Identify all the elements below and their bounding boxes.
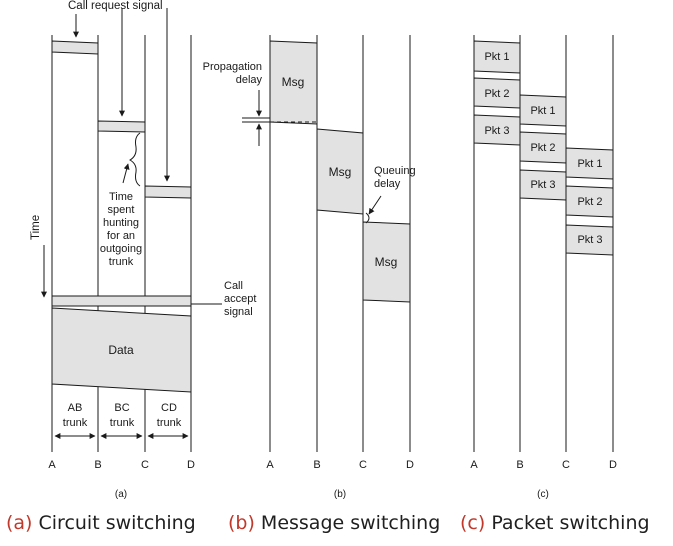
call-request-label: Call request signal	[68, 0, 163, 12]
call-accept-label-2: accept	[224, 293, 256, 305]
node-label-a: A	[48, 459, 56, 471]
call-request-band-ab	[51, 40, 99, 55]
message-label-1: Msg	[282, 75, 305, 89]
trunk-cd-line2: trunk	[157, 417, 182, 429]
panel-a-text: Call request signal Time Time spent hunt…	[30, 0, 256, 500]
time-axis-label: Time	[30, 215, 42, 240]
hunting-label-4: for an	[107, 230, 135, 242]
node-label-d: D	[406, 459, 414, 471]
caption-tag: (b)	[228, 512, 255, 534]
caption-text: Packet switching	[485, 512, 650, 534]
trunk-ab-line2: trunk	[63, 417, 88, 429]
node-label-b: B	[516, 459, 523, 471]
hunting-label-1: Time	[109, 191, 133, 203]
panel-b-message-switching	[242, 35, 411, 452]
packet-cd-2-label: Pkt 2	[577, 196, 602, 208]
caption-bar: (a) Circuit switching (b) Message switch…	[0, 510, 673, 544]
packet-bc-1	[519, 94, 567, 127]
node-label-b: B	[313, 459, 320, 471]
hunting-label-6: trunk	[109, 256, 134, 268]
panel-b-sublabel: (b)	[334, 489, 346, 500]
trunk-bc-line1: BC	[114, 402, 129, 414]
hunting-brace	[128, 132, 141, 187]
trunk-bc-line2: trunk	[110, 417, 135, 429]
hunting-label-2: spent	[108, 204, 135, 216]
panel-b-text: Propagation delay Msg Msg Msg Queuing de…	[203, 61, 416, 500]
data-block-label: Data	[108, 343, 134, 357]
call-accept-band	[51, 295, 192, 307]
packet-bc-2-label: Pkt 2	[530, 142, 555, 154]
propagation-label-2: delay	[236, 74, 263, 86]
propagation-label-1: Propagation	[203, 61, 262, 73]
call-accept-label-3: signal	[224, 306, 253, 318]
caption-text: Message switching	[254, 512, 441, 534]
node-label-d: D	[609, 459, 617, 471]
message-label-2: Msg	[329, 165, 352, 179]
node-label-b: B	[94, 459, 101, 471]
queuing-label-1: Queuing	[374, 165, 416, 177]
packet-ab-1	[473, 40, 521, 74]
panel-c-packet-switching	[473, 35, 614, 452]
caption-message-switching: (b) Message switching	[228, 512, 440, 534]
caption-packet-switching: (c) Packet switching	[460, 512, 650, 534]
caption-circuit-switching: (a) Circuit switching	[6, 512, 196, 534]
packet-cd-1-label: Pkt 1	[577, 158, 602, 170]
node-label-c: C	[562, 459, 570, 471]
panel-c-text: Pkt 1 Pkt 2 Pkt 3 Pkt 1 Pkt 2 Pkt 3 Pkt …	[470, 51, 617, 500]
message-block-bc	[316, 128, 364, 215]
node-label-a: A	[470, 459, 478, 471]
call-request-band-cd	[144, 185, 192, 199]
hunting-label-3: hunting	[103, 217, 139, 229]
packet-cd-3-label: Pkt 3	[577, 234, 602, 246]
packet-cd-2	[565, 185, 614, 218]
hunting-label-5: outgoing	[100, 243, 142, 255]
packet-cd-3	[565, 224, 614, 256]
packet-cd-1	[565, 147, 614, 180]
panel-a-circuit-switching	[41, 8, 222, 452]
queuing-label-2: delay	[374, 178, 401, 190]
packet-bc-3-label: Pkt 3	[530, 179, 555, 191]
packet-bc-1-label: Pkt 1	[530, 105, 555, 117]
message-block-cd	[362, 221, 411, 303]
message-block-ab	[269, 40, 318, 125]
node-label-d: D	[187, 459, 195, 471]
packet-ab-3-label: Pkt 3	[484, 125, 509, 137]
trunk-ab-line1: AB	[68, 402, 83, 414]
call-request-band-bc	[97, 120, 146, 133]
panel-c-sublabel: (c)	[537, 489, 549, 500]
data-block	[51, 307, 192, 393]
node-label-a: A	[266, 459, 274, 471]
message-label-3: Msg	[375, 255, 398, 269]
caption-tag: (c)	[460, 512, 486, 534]
call-accept-label-1: Call	[224, 280, 243, 292]
queuing-arc	[365, 212, 370, 224]
node-label-c: C	[359, 459, 367, 471]
panel-a-sublabel: (a)	[115, 489, 127, 500]
caption-text: Circuit switching	[32, 512, 196, 534]
queuing-arrow	[368, 195, 382, 215]
hunting-arrow	[122, 163, 130, 184]
node-label-c: C	[141, 459, 149, 471]
trunk-cd-line1: CD	[161, 402, 177, 414]
caption-tag: (a)	[6, 512, 33, 534]
packet-ab-1-label: Pkt 1	[484, 51, 509, 63]
packet-ab-2-label: Pkt 2	[484, 88, 509, 100]
